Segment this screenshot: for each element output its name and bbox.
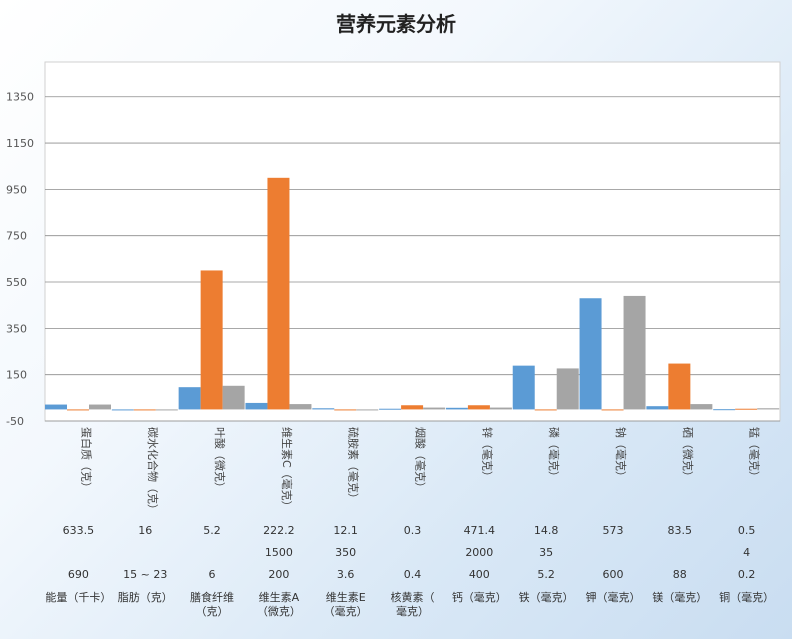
table-cell: 600 <box>602 568 623 581</box>
plot-area <box>44 61 781 422</box>
row-label: 脂肪（克） <box>118 590 173 604</box>
bar-series-1 <box>445 407 468 410</box>
bar-series-2 <box>334 409 357 411</box>
bar-series-1 <box>245 402 268 410</box>
y-tick-label: 1150 <box>6 137 34 150</box>
bar-series-3 <box>690 404 713 410</box>
table-cell: 0.2 <box>738 568 756 581</box>
y-tick-label: 1350 <box>6 91 34 104</box>
row-label: 铁（毫克） <box>519 590 574 604</box>
table-cell: 6 <box>209 568 216 581</box>
bar-series-3 <box>289 404 312 410</box>
table-cell: 88 <box>673 568 687 581</box>
x-category-label: 硒（微克） <box>681 427 695 482</box>
table-cell: 2000 <box>465 546 493 559</box>
x-category-label: 蛋白质（克） <box>79 427 93 493</box>
row-label: 膳食纤维（克） <box>190 590 234 618</box>
row-label: 维生素A （微克） <box>257 590 301 618</box>
table-cell: 633.5 <box>63 524 95 537</box>
bar-series-3 <box>356 409 379 411</box>
bar-series-2 <box>133 409 156 411</box>
row-label: 钙（毫克） <box>452 590 507 604</box>
table-cell: 1500 <box>265 546 293 559</box>
table-cell: 5.2 <box>537 568 555 581</box>
bar-series-2 <box>534 409 557 411</box>
table-cell: 15 ~ 23 <box>123 568 167 581</box>
x-category-label: 叶酸（微克） <box>213 427 227 493</box>
table-cell: 0.4 <box>404 568 422 581</box>
table-cell: 12.1 <box>333 524 358 537</box>
bar-series-1 <box>312 408 335 410</box>
bar-series-1 <box>111 409 134 411</box>
y-tick-label: -50 <box>6 415 24 428</box>
y-tick-label: 550 <box>6 276 27 289</box>
x-category-label: 烟酸（毫克） <box>414 427 428 493</box>
bar-series-1 <box>379 408 402 410</box>
table-cell: 690 <box>68 568 89 581</box>
table-cell: 0.3 <box>404 524 422 537</box>
table-cell: 35 <box>539 546 553 559</box>
table-cell: 3.6 <box>337 568 355 581</box>
y-tick-label: 750 <box>6 230 27 243</box>
bar-series-3 <box>623 295 646 410</box>
bar-series-1 <box>646 406 669 410</box>
x-category-label: 锌（毫克） <box>480 427 494 482</box>
table-cell: 4 <box>743 546 750 559</box>
x-category-label: 维生素C（毫克） <box>280 427 294 512</box>
bar-series-2 <box>401 405 424 410</box>
bar-series-1 <box>512 365 535 410</box>
row-label: 能量（千卡） <box>45 590 111 604</box>
bar-series-2 <box>200 270 223 410</box>
bar-series-2 <box>267 177 290 410</box>
row-label: 核黄素（毫克） <box>391 590 435 618</box>
bar-series-2 <box>735 408 758 410</box>
bar-series-3 <box>489 407 512 410</box>
bar-series-3 <box>757 408 780 410</box>
bar-series-3 <box>155 409 178 411</box>
table-cell: 222.2 <box>263 524 295 537</box>
row-label: 镁（毫克） <box>652 590 707 604</box>
bar-series-2 <box>467 405 490 410</box>
x-category-label: 钠（毫克） <box>614 427 628 482</box>
table-cell: 573 <box>602 524 623 537</box>
bar-series-1 <box>45 404 67 410</box>
bar-series-1 <box>178 387 201 410</box>
y-tick-label: 950 <box>6 183 27 196</box>
bar-series-2 <box>601 409 624 411</box>
bar-series-2 <box>67 409 89 411</box>
x-category-label: 锰（毫克） <box>748 427 762 482</box>
bar-series-2 <box>668 363 691 410</box>
row-label: 维生素E （毫克） <box>324 590 368 618</box>
table-cell: 350 <box>335 546 356 559</box>
table-cell: 400 <box>469 568 490 581</box>
x-category-label: 磷（毫克） <box>547 427 561 482</box>
y-tick-label: 150 <box>6 369 27 382</box>
row-label: 钾（毫克） <box>585 590 640 604</box>
bar-series-1 <box>579 298 602 410</box>
row-label: 铜（毫克） <box>719 590 774 604</box>
table-cell: 83.5 <box>668 524 693 537</box>
table-cell: 200 <box>268 568 289 581</box>
bar-series-3 <box>556 368 579 410</box>
bar-series-1 <box>713 409 736 411</box>
bar-series-3 <box>222 385 245 410</box>
bar-series-3 <box>89 404 111 410</box>
bar-series-3 <box>423 407 446 410</box>
table-cell: 14.8 <box>534 524 559 537</box>
y-tick-label: 350 <box>6 322 27 335</box>
table-cell: 471.4 <box>464 524 496 537</box>
x-category-label: 硫胺素（毫克） <box>347 427 361 504</box>
table-cell: 16 <box>138 524 152 537</box>
chart-title: 营养元素分析 <box>336 12 456 36</box>
table-cell: 0.5 <box>738 524 756 537</box>
x-category-label: 碳水化合物（克） <box>146 427 160 515</box>
table-cell: 5.2 <box>203 524 221 537</box>
